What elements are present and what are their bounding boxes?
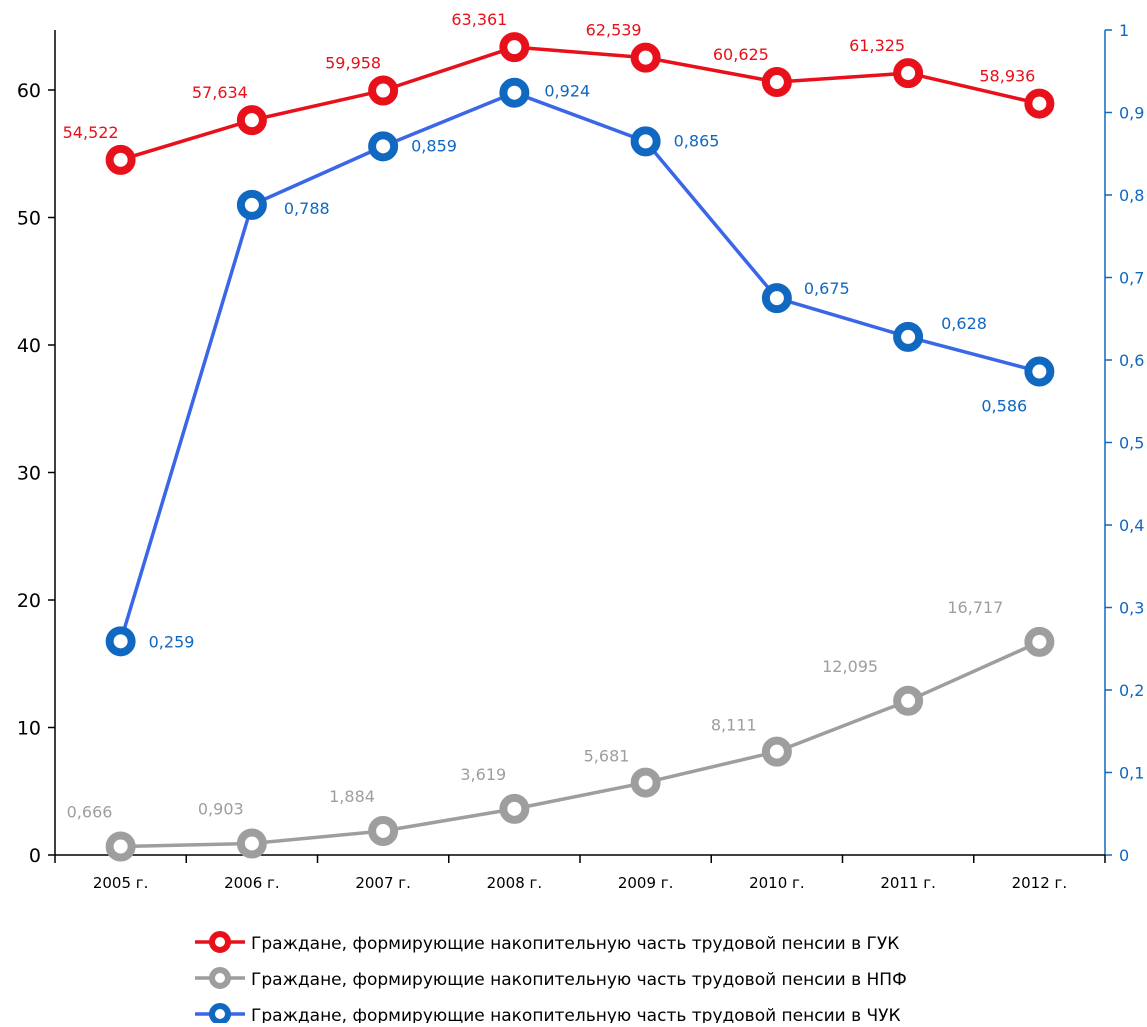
y-right-tick-label: 0,6: [1119, 351, 1144, 370]
y-left-tick-label: 20: [17, 590, 41, 612]
data-label: 0,675: [804, 279, 850, 298]
data-point: [893, 321, 924, 352]
y-right-tick-label: 0,1: [1119, 764, 1144, 783]
data-label: 58,936: [979, 67, 1035, 86]
y-left-tick-label: 60: [17, 80, 41, 102]
data-label: 3,619: [460, 765, 506, 784]
data-point: [105, 144, 136, 175]
y-left-tick-label: 10: [17, 718, 41, 740]
y-right-tick-label: 0,2: [1119, 681, 1144, 700]
y-right-tick-label: 0,9: [1119, 104, 1144, 123]
data-label: 0,859: [411, 136, 457, 155]
data-point: [499, 32, 530, 63]
data-label: 1,884: [329, 787, 375, 806]
data-label: 0,666: [67, 803, 113, 822]
x-tick-label: 2011 г.: [880, 874, 936, 892]
y-left-tick-label: 50: [17, 208, 41, 230]
x-tick-label: 2007 г.: [355, 874, 411, 892]
data-label: 54,522: [63, 123, 119, 142]
data-point: [1024, 88, 1055, 119]
x-tick-label: 2009 г.: [618, 874, 674, 892]
data-label: 0,259: [149, 632, 195, 651]
x-tick-label: 2006 г.: [224, 874, 280, 892]
y-right-tick-label: 0,8: [1119, 186, 1144, 205]
data-label: 59,958: [325, 54, 381, 73]
data-label: 12,095: [822, 657, 878, 676]
x-tick-label: 2012 г.: [1012, 874, 1068, 892]
data-point: [236, 189, 267, 220]
data-label: 0,924: [544, 82, 590, 101]
series-line: [118, 90, 1040, 642]
data-point: [368, 815, 399, 846]
data-point: [236, 828, 267, 859]
data-point: [368, 75, 399, 106]
x-tick-label: 2010 г.: [749, 874, 805, 892]
y-right-tick-label: 1: [1119, 21, 1129, 40]
y-left-tick-label: 40: [17, 335, 41, 357]
data-point: [499, 77, 530, 108]
data-point: [1024, 626, 1055, 657]
data-label: 0,903: [198, 799, 244, 818]
y-right-tick-label: 0: [1119, 846, 1129, 865]
y-left-tick-label: 30: [17, 463, 41, 485]
data-point: [1024, 356, 1055, 387]
data-point: [761, 283, 792, 314]
data-point: [893, 58, 924, 89]
y-right-tick-label: 0,5: [1119, 434, 1144, 453]
y-left-tick-label: 0: [29, 845, 41, 867]
data-label: 0,865: [674, 131, 720, 150]
data-point: [368, 131, 399, 162]
data-label: 0,628: [941, 314, 987, 333]
data-point: [630, 126, 661, 157]
y-right-tick-label: 0,7: [1119, 269, 1144, 288]
data-point: [761, 67, 792, 98]
data-label: 57,634: [192, 83, 248, 102]
data-point: [630, 42, 661, 73]
data-point: [105, 626, 136, 657]
data-label: 8,111: [711, 716, 757, 735]
legend-label: Граждане, формирующие накопительную част…: [251, 934, 899, 954]
data-label: 16,717: [947, 598, 1003, 617]
data-label: 0,586: [981, 397, 1027, 416]
data-point: [499, 793, 530, 824]
data-label: 63,361: [451, 10, 507, 29]
x-tick-label: 2005 г.: [93, 874, 149, 892]
data-point: [236, 105, 267, 136]
data-label: 60,625: [713, 45, 769, 64]
legend-label: Граждане, формирующие накопительную част…: [251, 970, 907, 990]
data-label: 5,681: [584, 747, 630, 766]
data-label: 62,539: [586, 21, 642, 40]
legend-marker: [209, 967, 231, 989]
series-line: [120, 45, 1040, 162]
data-point: [761, 736, 792, 767]
data-point: [893, 685, 924, 716]
y-right-tick-label: 0,4: [1119, 516, 1144, 535]
data-label: 61,325: [849, 36, 905, 55]
y-right-tick-label: 0,3: [1119, 599, 1144, 618]
series-line: [120, 640, 1041, 849]
legend-label: Граждане, формирующие накопительную част…: [251, 1006, 901, 1023]
legend-marker: [209, 931, 231, 953]
x-tick-label: 2008 г.: [487, 874, 543, 892]
data-label: 0,788: [284, 199, 330, 218]
data-point: [105, 831, 136, 862]
legend-marker: [209, 1003, 231, 1025]
data-point: [630, 767, 661, 798]
